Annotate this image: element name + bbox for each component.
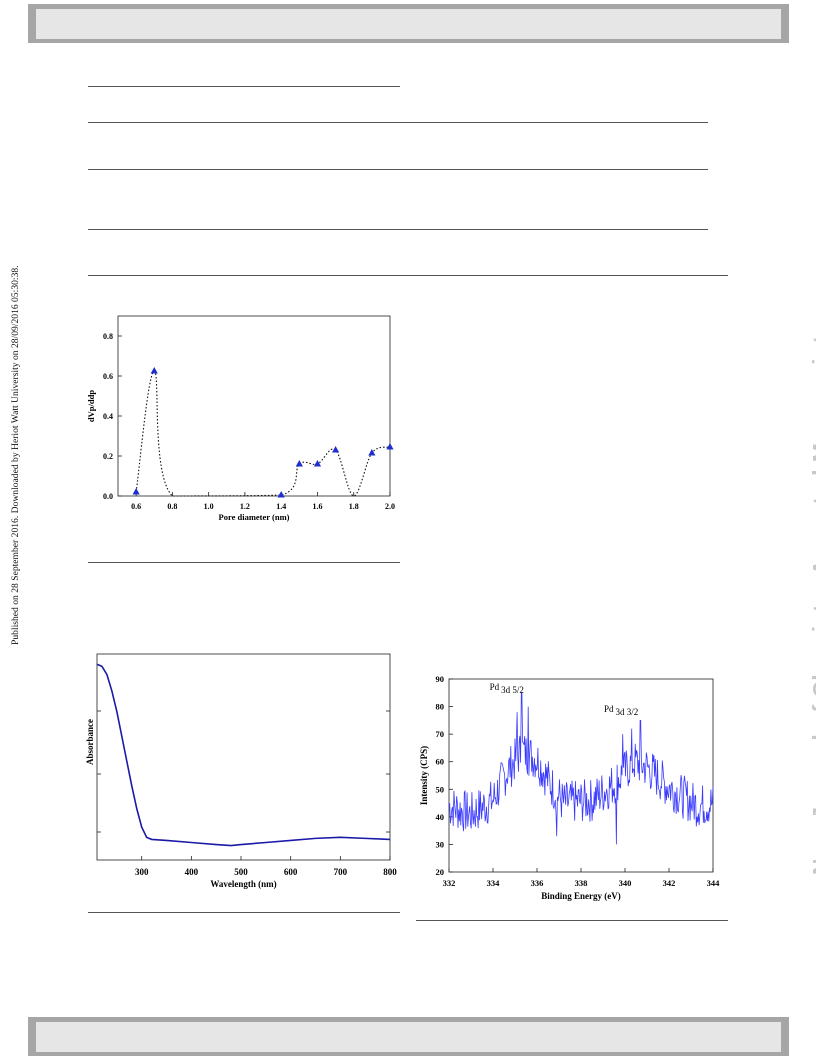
data-point	[132, 488, 140, 495]
y-tick-label: 50	[436, 784, 445, 794]
y-tick-label: 80	[436, 702, 445, 712]
y-axis-label: Intensity (CPS)	[419, 746, 429, 805]
y-tick-label: 30	[436, 839, 445, 849]
x-tick-label: 400	[185, 867, 199, 877]
y-tick-label: 0.4	[103, 412, 113, 421]
x-tick-label: 1.0	[204, 502, 214, 511]
table-rule	[88, 229, 708, 230]
figure-rule	[88, 562, 400, 563]
x-tick-label: 500	[234, 867, 248, 877]
x-tick-label: 338	[575, 878, 588, 888]
figure-rule	[88, 912, 400, 913]
table-rule	[88, 122, 708, 123]
x-tick-label: 332	[443, 878, 456, 888]
y-tick-label: 40	[436, 812, 445, 822]
data-point	[150, 367, 158, 374]
x-tick-label: 700	[334, 867, 348, 877]
footer-bar	[28, 1017, 789, 1056]
publication-note: Published on 28 September 2016. Download…	[10, 265, 21, 645]
journal-watermark: New Journal of Chemistry Accepted Manusc…	[808, 335, 816, 875]
x-tick-label: 0.6	[131, 502, 141, 511]
x-tick-label: 340	[619, 878, 632, 888]
x-tick-label: 300	[135, 867, 149, 877]
x-axis-label: Wavelength (nm)	[210, 879, 276, 889]
x-tick-label: 1.4	[276, 502, 286, 511]
x-tick-label: 344	[707, 878, 721, 888]
plot-frame	[448, 678, 714, 873]
x-tick-label: 336	[531, 878, 544, 888]
y-tick-label: 0.2	[103, 452, 113, 461]
plot-frame	[117, 315, 391, 497]
x-tick-label: 334	[487, 878, 501, 888]
x-axis-label: Binding Energy (eV)	[541, 891, 621, 901]
x-tick-label: 0.8	[167, 502, 177, 511]
y-axis-label: dVp/ddp	[86, 390, 96, 422]
peak-label: Pd 3d 5/2	[490, 682, 524, 695]
data-point	[332, 446, 340, 453]
y-tick-label: 70	[436, 729, 445, 739]
data-point	[313, 460, 322, 467]
data-point	[368, 449, 376, 456]
x-tick-label: 1.8	[349, 502, 359, 511]
dotted-curve	[135, 370, 391, 497]
x-tick-label: 600	[284, 867, 298, 877]
y-axis-label: Absorbance	[85, 719, 95, 765]
header-bar	[28, 4, 789, 43]
x-tick-label: 342	[663, 878, 676, 888]
y-tick-label: 20	[436, 867, 445, 877]
x-tick-label: 1.2	[240, 502, 250, 511]
data-point	[386, 443, 394, 450]
x-tick-label: 2.0	[385, 502, 395, 511]
x-axis-label: Pore diameter (nm)	[219, 512, 290, 522]
table-rule	[88, 169, 708, 170]
y-tick-label: 90	[436, 674, 445, 684]
table-rule	[88, 86, 400, 87]
table-rule	[88, 275, 728, 276]
y-tick-label: 0.8	[103, 332, 113, 341]
xps-spectrum-line	[448, 692, 714, 845]
y-tick-label: 60	[436, 757, 445, 767]
x-tick-label: 1.6	[312, 502, 322, 511]
figure-rule	[416, 920, 728, 921]
peak-label: Pd 3d 3/2	[604, 704, 638, 717]
absorbance-line	[96, 663, 391, 847]
y-tick-label: 0.6	[103, 372, 113, 381]
data-point	[295, 460, 303, 467]
data-point	[277, 491, 285, 498]
plot-frame	[96, 653, 391, 861]
x-tick-label: 800	[383, 867, 397, 877]
y-tick-label: 0.0	[103, 492, 113, 501]
